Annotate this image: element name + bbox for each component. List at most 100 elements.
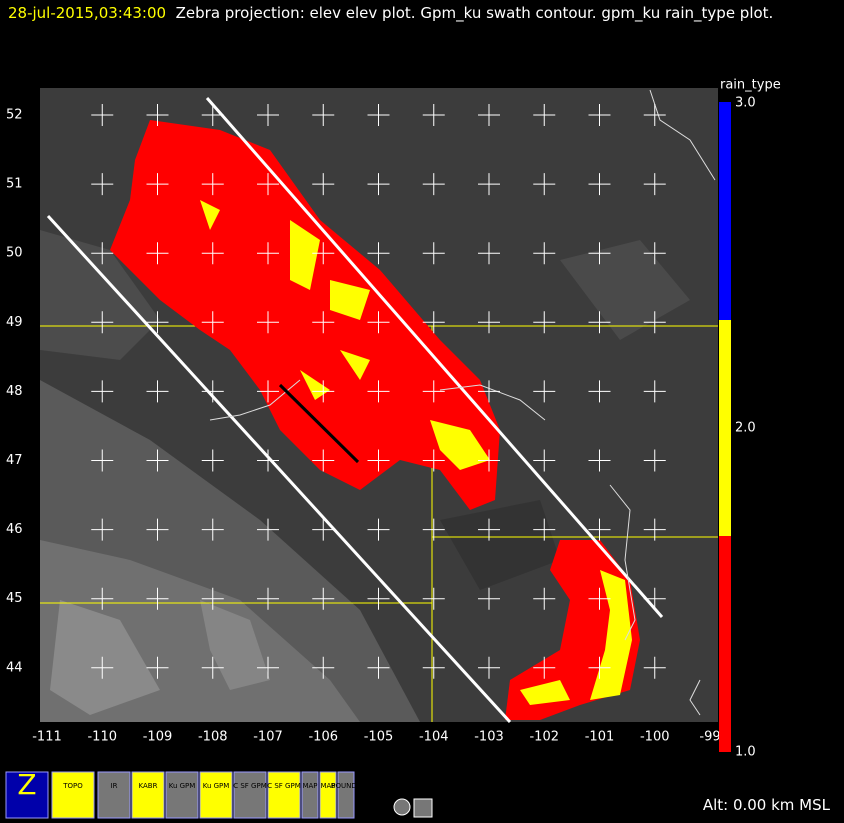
- tool-label: Ku GPM: [169, 782, 196, 790]
- grid-cross: [643, 587, 666, 610]
- grid-cross: [478, 173, 500, 196]
- grid-cross: [146, 656, 169, 679]
- lon-label: -105: [364, 730, 394, 745]
- lat-label: 51: [6, 177, 23, 192]
- grid-cross: [643, 173, 666, 196]
- tool-icon[interactable]: [165, 771, 199, 819]
- lon-label: -99: [699, 730, 720, 745]
- grid-cross: [257, 104, 279, 126]
- tool-icon[interactable]: [301, 771, 319, 819]
- tool-icon[interactable]: [267, 771, 301, 819]
- lon-label: -100: [640, 730, 670, 745]
- grid-cross: [422, 173, 445, 196]
- grid-cross: [588, 311, 611, 334]
- tool-icon[interactable]: [413, 798, 433, 818]
- grid-cross: [533, 656, 556, 679]
- tool-icon[interactable]: [131, 771, 165, 819]
- grid-cross: [257, 242, 279, 265]
- grid-cross: [201, 380, 224, 403]
- tool-icon[interactable]: [319, 771, 337, 819]
- tool-icon[interactable]: [233, 771, 267, 819]
- lon-label: -108: [198, 730, 228, 745]
- grid-cross: [146, 380, 169, 403]
- tool-label: IR: [111, 782, 118, 790]
- grid-cross: [257, 518, 279, 541]
- lat-label: 46: [6, 522, 23, 537]
- grid-cross: [312, 380, 335, 403]
- grid-cross: [201, 518, 224, 541]
- grid-cross: [312, 104, 335, 126]
- tool-icon[interactable]: [5, 771, 49, 819]
- grid-cross: [422, 518, 445, 541]
- grid-cross: [478, 242, 500, 265]
- grid-cross: [257, 173, 279, 196]
- grid-cross: [643, 518, 666, 541]
- grid-cross: [201, 173, 224, 196]
- lon-label: -103: [474, 730, 504, 745]
- grid-cross: [312, 518, 335, 541]
- tool-label: BOUNDS: [331, 782, 362, 790]
- grid-cross: [588, 104, 611, 126]
- grid-cross: [312, 587, 335, 610]
- grid-cross: [257, 656, 279, 679]
- tool-icon[interactable]: [199, 771, 233, 819]
- tool-icon[interactable]: [51, 771, 95, 819]
- grid-cross: [367, 449, 390, 472]
- colorbar-label: 2.0: [735, 421, 756, 436]
- grid-cross: [201, 656, 224, 679]
- lat-label: 50: [6, 246, 23, 261]
- swath-edges: [46, 97, 664, 724]
- tool-icon[interactable]: [393, 798, 411, 816]
- tool-label: MAP: [302, 782, 317, 790]
- grid-cross: [312, 656, 335, 679]
- grid-cross: [91, 518, 114, 541]
- grid-cross: [201, 449, 224, 472]
- status: Alt: 0.00 km MSL: [702, 796, 830, 814]
- grid-cross: [312, 311, 335, 334]
- header-description: Zebra projection: elev elev plot. Gpm_ku…: [175, 4, 774, 22]
- tool-label: Ku GPM: [203, 782, 230, 790]
- grid-cross: [146, 173, 169, 196]
- grid-cross: [478, 656, 500, 679]
- grid-cross: [91, 311, 114, 334]
- terrain: [40, 230, 690, 722]
- cross-section-line: [278, 383, 360, 464]
- grid-cross: [91, 173, 114, 196]
- grid-cross: [588, 587, 611, 610]
- grid-cross: [201, 104, 224, 126]
- grid-cross: [367, 518, 390, 541]
- rivers: [209, 89, 716, 716]
- lat-label: 49: [6, 315, 23, 330]
- lon-label: -101: [585, 730, 615, 745]
- toolbar: Z TOPO IR KABR Ku GPM Ku GPM C SF GPM C SF GPM M…: [5, 768, 433, 819]
- tool-icon[interactable]: [97, 771, 131, 819]
- grid-cross: [422, 587, 445, 610]
- colorbar-labels: 3.0 2.0 1.0: [735, 96, 756, 760]
- grid-cross: [643, 449, 666, 472]
- grid-cross: [146, 587, 169, 610]
- grid-cross: [257, 587, 279, 610]
- grid-cross: [643, 242, 666, 265]
- grid-cross: [201, 587, 224, 610]
- rain-areas: [110, 120, 640, 720]
- grid-cross: [478, 380, 500, 403]
- colorbar-label: 3.0: [735, 96, 756, 111]
- grid-cross: [478, 311, 500, 334]
- grid-cross: [643, 380, 666, 403]
- tool-label: Z: [17, 768, 36, 801]
- grid-cross: [643, 311, 666, 334]
- tool-icon[interactable]: [337, 771, 355, 819]
- colorbar-yellow: [719, 320, 731, 536]
- lon-label: -102: [529, 730, 559, 745]
- grid-cross: [91, 104, 114, 126]
- grid-cross: [422, 656, 445, 679]
- grid-cross: [422, 104, 445, 126]
- tool-label: MAP: [320, 782, 335, 790]
- lat-label: 47: [6, 453, 23, 468]
- lon-label: -107: [253, 730, 283, 745]
- grid-cross: [91, 242, 114, 265]
- grid-cross: [533, 449, 556, 472]
- lat-label: 48: [6, 384, 23, 399]
- tool-label: KABR: [139, 782, 158, 790]
